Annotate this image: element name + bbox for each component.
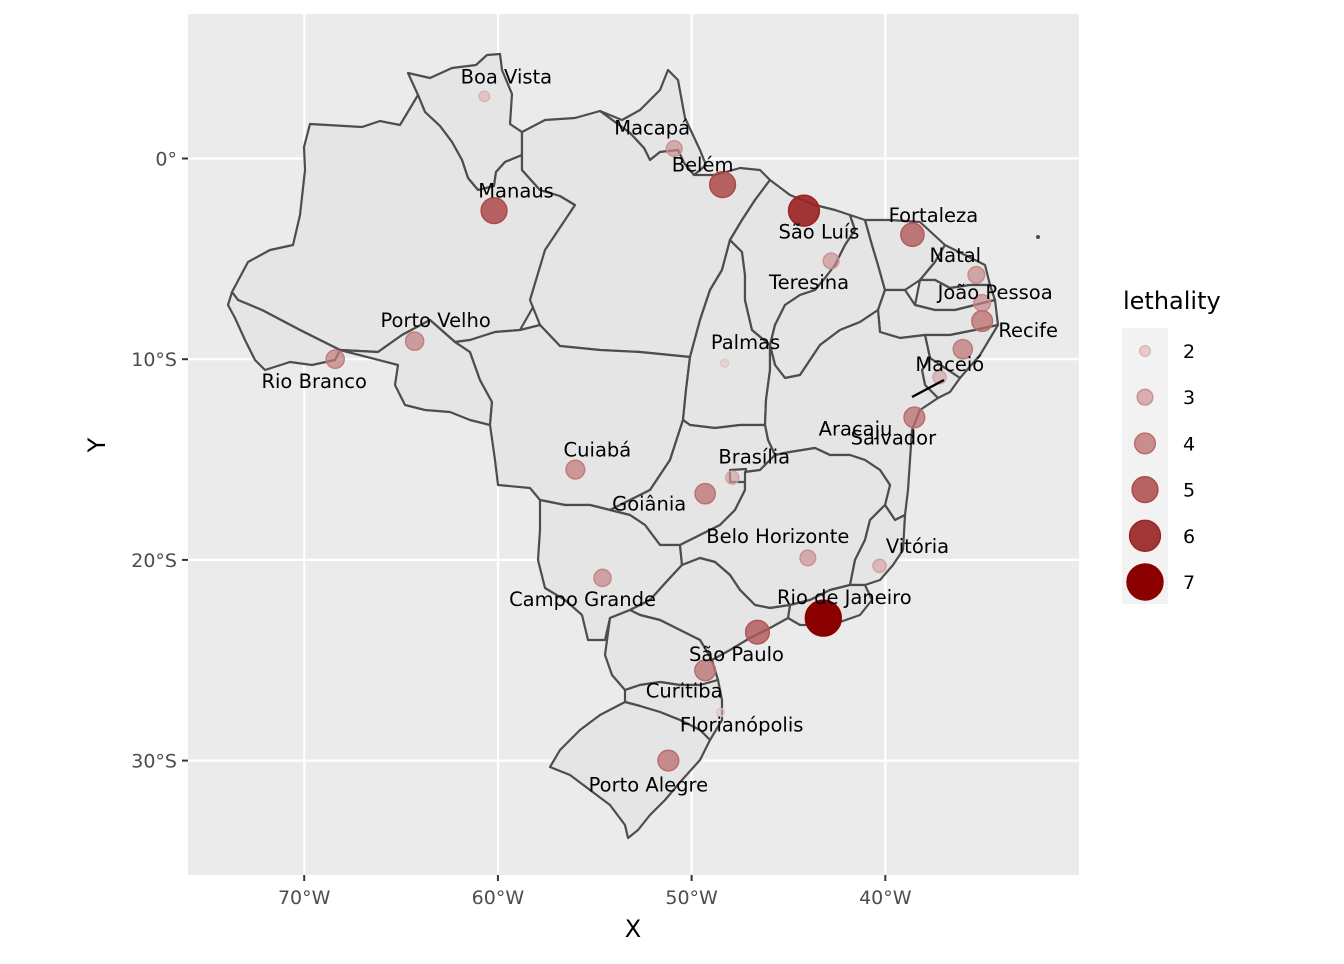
city-points [325,90,994,772]
label-rio-branco: Rio Branco [261,370,366,393]
label-porto-velho: Porto Velho [380,309,490,332]
point-salvador [903,406,926,429]
point-rio-de-janeiro [804,599,843,637]
label-boa-vista: Boa Vista [461,65,553,88]
point-natal [967,265,986,284]
point-campo-grande [593,568,612,588]
point-porto-alegre [657,749,680,772]
state-espirito-santo [848,503,907,587]
legend-label-4: 4 [1183,433,1195,455]
point-belem [708,170,737,199]
label-sao-paulo: São Paulo [689,643,784,666]
state-acre [226,290,342,372]
label-goiania: Goiânia [612,493,686,516]
point-rio-branco [325,349,345,369]
y-tick-label-3: 30°S [131,751,177,773]
y-tick-label-2: 20°S [131,550,177,572]
legend-items: 2 3 4 5 6 7 [1126,341,1195,601]
y-tick-label-1: 10°S [131,349,177,371]
aracaju-leader-line [911,378,945,399]
legend-label-5: 5 [1183,480,1195,502]
point-belo-horizonte [799,549,817,567]
x-tick-label-2: 50°W [665,887,718,909]
label-sao-luis: São Luís [778,221,859,244]
legend-keys-background [1122,328,1168,604]
point-porto-velho [404,331,425,351]
axis-ticks: 70°W 60°W 50°W 40°W 0° 10°S 20°S 30°S [131,149,911,909]
legend-label-3: 3 [1183,387,1195,409]
brazil-states [226,52,1040,840]
city-labels: Boa Vista Macapá Belém Manaus São Luís Fortal… [261,65,1058,796]
point-brasilia [725,470,740,485]
legend-key-6 [1128,519,1162,552]
label-joao-pessoa: João Pessoa [936,281,1053,304]
legend-label-6: 6 [1183,526,1195,548]
legend-key-5 [1131,475,1159,504]
x-tick-label-3: 40°W [859,887,912,909]
y-tick-label-0: 0° [155,149,177,171]
point-sao-luis [787,194,821,227]
point-fortaleza [900,222,925,248]
point-macapa [665,139,683,157]
label-florianopolis: Florianópolis [680,713,804,736]
legend-label-7: 7 [1183,572,1195,594]
point-boa-vista [478,90,491,103]
label-aracaju: Aracaju [819,417,893,440]
legend-key-4 [1133,432,1157,455]
label-natal: Natal [930,244,982,267]
label-maceio: Maceió [915,353,984,376]
label-porto-alegre: Porto Alegre [589,774,709,797]
legend-key-7 [1126,563,1164,601]
label-vitoria: Vitória [886,535,949,558]
legend-label-2: 2 [1183,341,1195,363]
legend-key-3 [1136,388,1154,406]
legend: lethality 2 3 4 5 6 7 [1122,287,1221,604]
label-recife: Recife [998,319,1058,342]
point-palmas [719,358,730,368]
label-fortaleza: Fortaleza [889,204,979,227]
point-maceio [952,338,974,360]
point-teresina [822,252,840,270]
label-campo-grande: Campo Grande [509,588,656,611]
label-belo-horizonte: Belo Horizonte [706,525,849,548]
point-manaus [480,197,508,225]
y-axis-title: Y [83,437,111,453]
x-axis-title: X [625,915,641,943]
label-teresina: Teresina [768,271,849,294]
point-goiania [694,482,716,505]
label-rio-de-janeiro: Rio de Janeiro [777,586,912,609]
point-recife [971,310,994,333]
point-sao-paulo [744,619,771,645]
label-palmas: Palmas [711,331,780,354]
label-macapa: Macapá [614,116,690,139]
point-curitiba [694,659,717,682]
label-salvador: Salvador [851,426,938,449]
legend-title: lethality [1123,287,1221,315]
x-tick-label-0: 70°W [278,887,331,909]
label-curitiba: Curitiba [646,679,723,702]
label-brasilia: Brasília [718,446,790,469]
point-florianopolis [715,707,726,718]
label-manaus: Manaus [478,180,554,203]
point-cuiaba [565,459,586,480]
x-tick-label-1: 60°W [472,887,525,909]
atoll-das-rocas [1036,235,1040,239]
state-rio-grande-do-sul [548,700,712,840]
legend-key-2 [1139,345,1151,357]
label-cuiaba: Cuiabá [564,439,632,462]
label-belem: Belém [672,154,734,177]
point-vitoria [872,558,887,574]
